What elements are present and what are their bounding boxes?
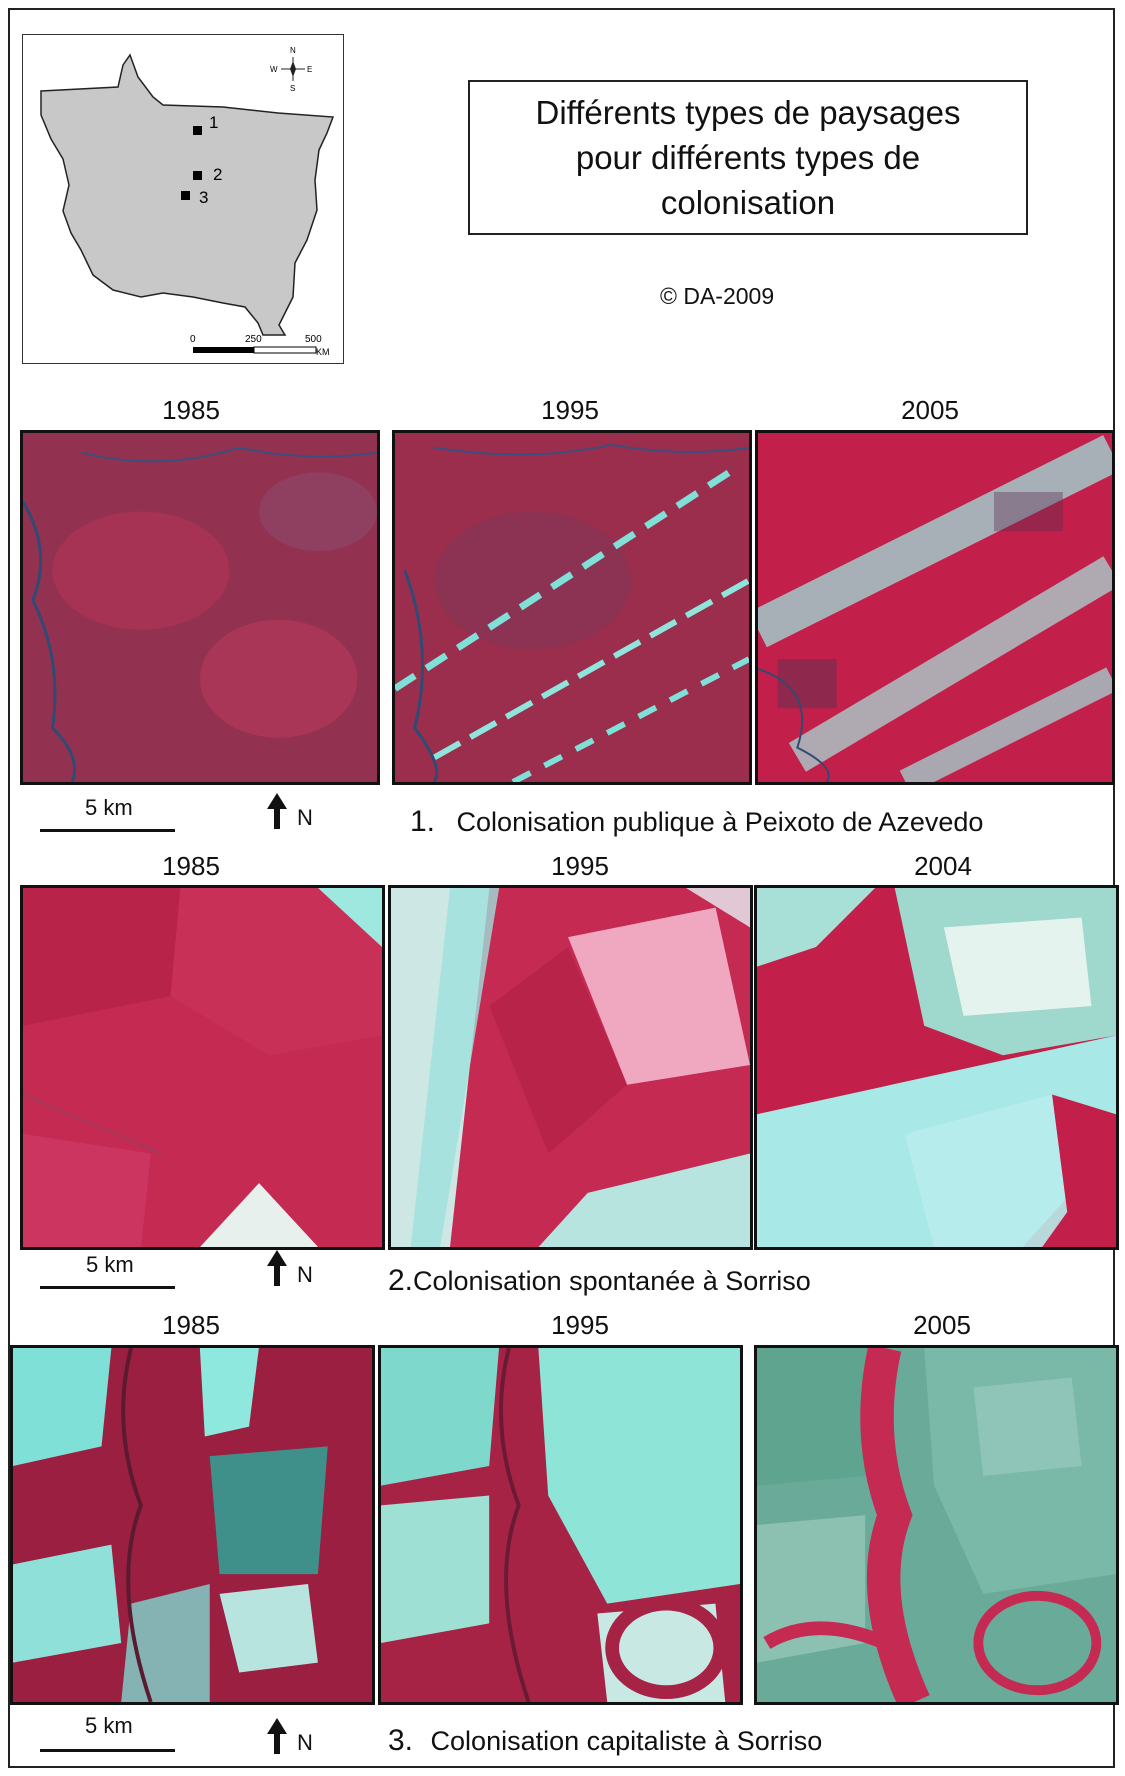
row3-north-arrow: N [265,1718,325,1758]
row3-scale-bar: 5 km [40,1713,180,1753]
row2-caption: 2.Colonisation spontanée à Sorriso [388,1264,811,1298]
svg-text:W: W [270,65,278,74]
row3-image-1995 [378,1345,743,1705]
row1-image-1985 [20,430,380,785]
site-label-3: 3 [199,188,208,207]
row2-year-3: 2004 [914,851,972,881]
row1-scale-label: 5 km [85,795,133,820]
site-label-1: 1 [209,113,218,132]
row2-year-2: 1995 [551,851,609,881]
row3-image-1985 [10,1345,375,1705]
north-arrow-icon [267,1718,287,1754]
row1-year-3: 2005 [901,395,959,425]
row2-year-1: 1985 [162,851,220,881]
row3-caption-text: Colonisation capitaliste à Sorriso [430,1726,823,1756]
north-arrow-icon [267,793,287,829]
svg-text:S: S [290,84,295,93]
row3-year-2: 1995 [551,1310,609,1340]
svg-text:250: 250 [245,334,262,345]
row2-scale-label: 5 km [86,1252,134,1277]
row2-number: 2. [388,1264,414,1297]
row2-scale-bar: 5 km [40,1252,180,1292]
site-marker-3 [181,191,190,200]
row1-year-1: 1985 [162,395,220,425]
row2-image-1985 [20,885,385,1250]
row2-image-1995 [388,885,753,1250]
row2-north-arrow: N [265,1250,325,1290]
copyright-notice: © DA-2009 [660,283,775,309]
svg-text:N: N [290,46,296,55]
svg-text:E: E [307,65,312,74]
row1-north-arrow: N [265,793,325,833]
row1-year-2: 1995 [541,395,599,425]
row3-caption: 3. Colonisation capitaliste à Sorriso [388,1724,822,1758]
site-marker-1 [193,126,202,135]
row1-image-2005 [755,430,1115,785]
figure-frame [8,8,1115,1768]
svg-text:KM: KM [316,347,330,357]
row3-year-1: 1985 [162,1310,220,1340]
row1-caption-text: Colonisation publique à Peixoto de Azeve… [456,807,984,837]
site-marker-2 [193,171,202,180]
row1-image-1995 [392,430,752,785]
figure-title: Différents types de paysages pour différ… [535,94,961,221]
inset-locator-map: 1 2 3 N S E W 0 250 500 KM [22,34,344,364]
row3-number: 3. [388,1724,414,1757]
row2-image-2004 [754,885,1119,1250]
row2-caption-text: Colonisation spontanée à Sorriso [413,1266,811,1296]
title-box: Différents types de paysages pour différ… [468,80,1028,235]
row1-number: 1. [410,805,436,838]
north-arrow-icon [267,1250,287,1286]
compass-rose-icon: N S E W [270,46,312,93]
inset-scale-bar: 0 250 500 KM [190,334,330,357]
row1-caption: 1. Colonisation publique à Peixoto de Az… [410,805,983,839]
row3-image-2005 [754,1345,1119,1705]
row3-scale-label: 5 km [85,1713,133,1738]
svg-text:500: 500 [305,334,322,345]
row3-year-3: 2005 [913,1310,971,1340]
site-label-2: 2 [213,165,222,184]
state-outline-map: 1 2 3 N S E W 0 250 500 KM [40,46,335,357]
row1-scale-bar: 5 km [40,795,180,835]
svg-text:0: 0 [190,334,196,345]
